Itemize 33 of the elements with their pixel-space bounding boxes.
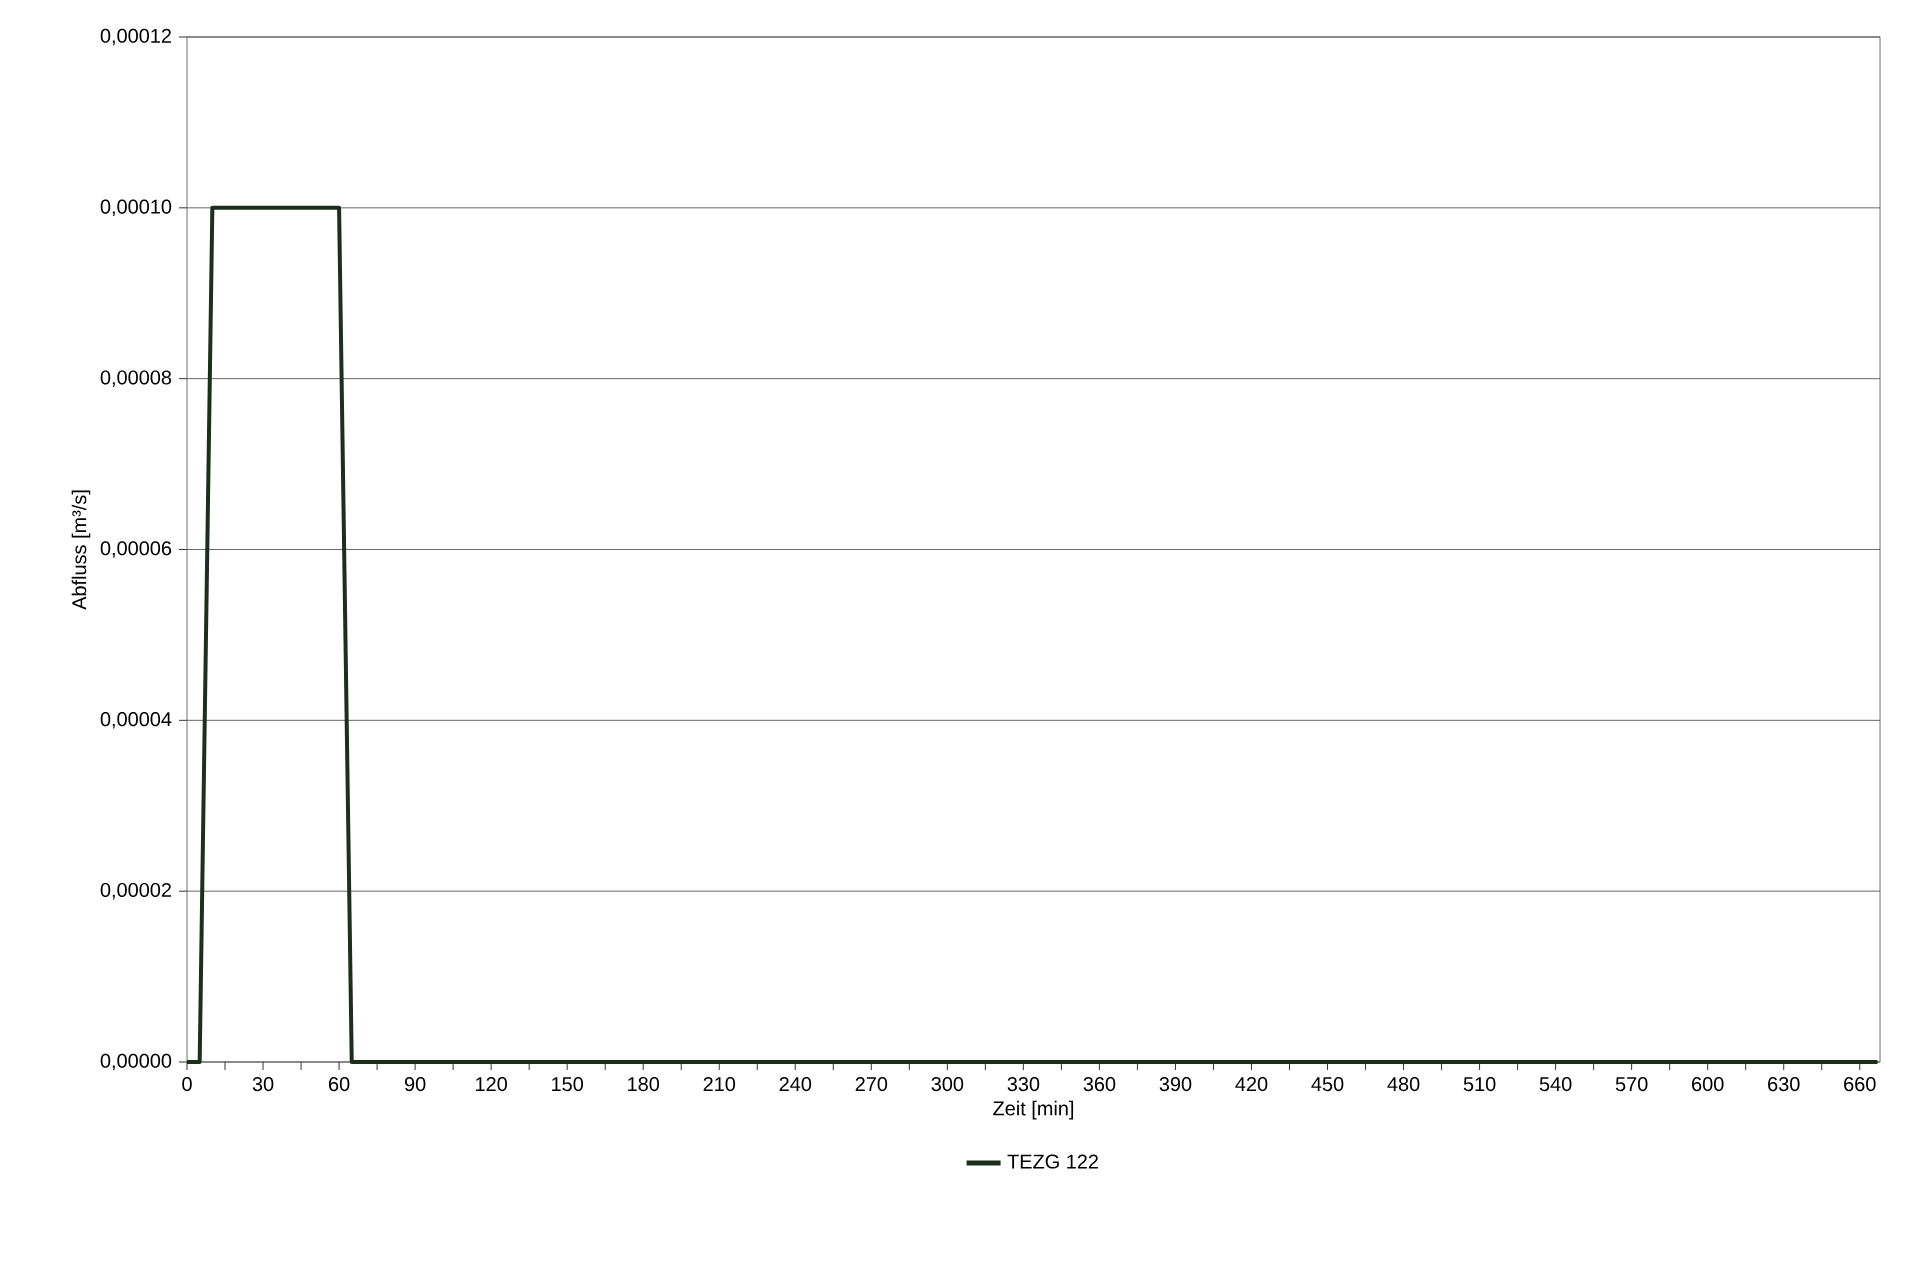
x-tick-label: 510: [1463, 1077, 1496, 1092]
x-tick-label: 420: [1235, 1077, 1268, 1092]
legend-label: TEZG 122: [1007, 1154, 1098, 1169]
y-axis-title: Abfluss [m³/s]: [71, 490, 91, 610]
x-tick-label: 600: [1692, 1077, 1724, 1092]
x-tick-label: 480: [1387, 1077, 1420, 1092]
x-tick-label: 570: [1615, 1077, 1648, 1092]
y-tick-label: 0,00006: [100, 541, 172, 558]
y-tick-label: 0,00010: [100, 199, 172, 217]
y-tick-label: 0,00000: [100, 1053, 172, 1071]
x-axis-title: Zeit [min]: [993, 1100, 1074, 1120]
x-tick-label: 450: [1311, 1077, 1344, 1092]
y-tick-label: 0,00008: [100, 370, 172, 387]
x-tick-label: 540: [1539, 1077, 1572, 1092]
x-tick-label: 270: [855, 1077, 888, 1092]
x-tick-label: 660: [1844, 1077, 1876, 1092]
y-tick-label: 0,00012: [100, 28, 171, 46]
x-tick-label: 180: [628, 1077, 660, 1092]
x-tick-label: 120: [476, 1077, 507, 1092]
y-tick-label: 0,00002: [100, 882, 171, 900]
x-tick-label: 630: [1768, 1077, 1800, 1092]
y-tick-label: 0,00004: [100, 712, 172, 729]
x-tick-label: 300: [931, 1077, 964, 1092]
x-tick-label: 30: [252, 1077, 274, 1092]
x-tick-label: 360: [1083, 1077, 1116, 1092]
x-tick-label: 390: [1159, 1077, 1192, 1092]
x-tick-label: 0: [182, 1077, 192, 1092]
x-tick-label: 330: [1007, 1077, 1040, 1092]
x-tick-label: 90: [404, 1077, 426, 1092]
x-tick-label: 60: [328, 1077, 350, 1092]
x-tick-label: 240: [779, 1077, 812, 1092]
x-tick-label: 210: [703, 1077, 736, 1092]
x-tick-label: 150: [552, 1077, 584, 1092]
